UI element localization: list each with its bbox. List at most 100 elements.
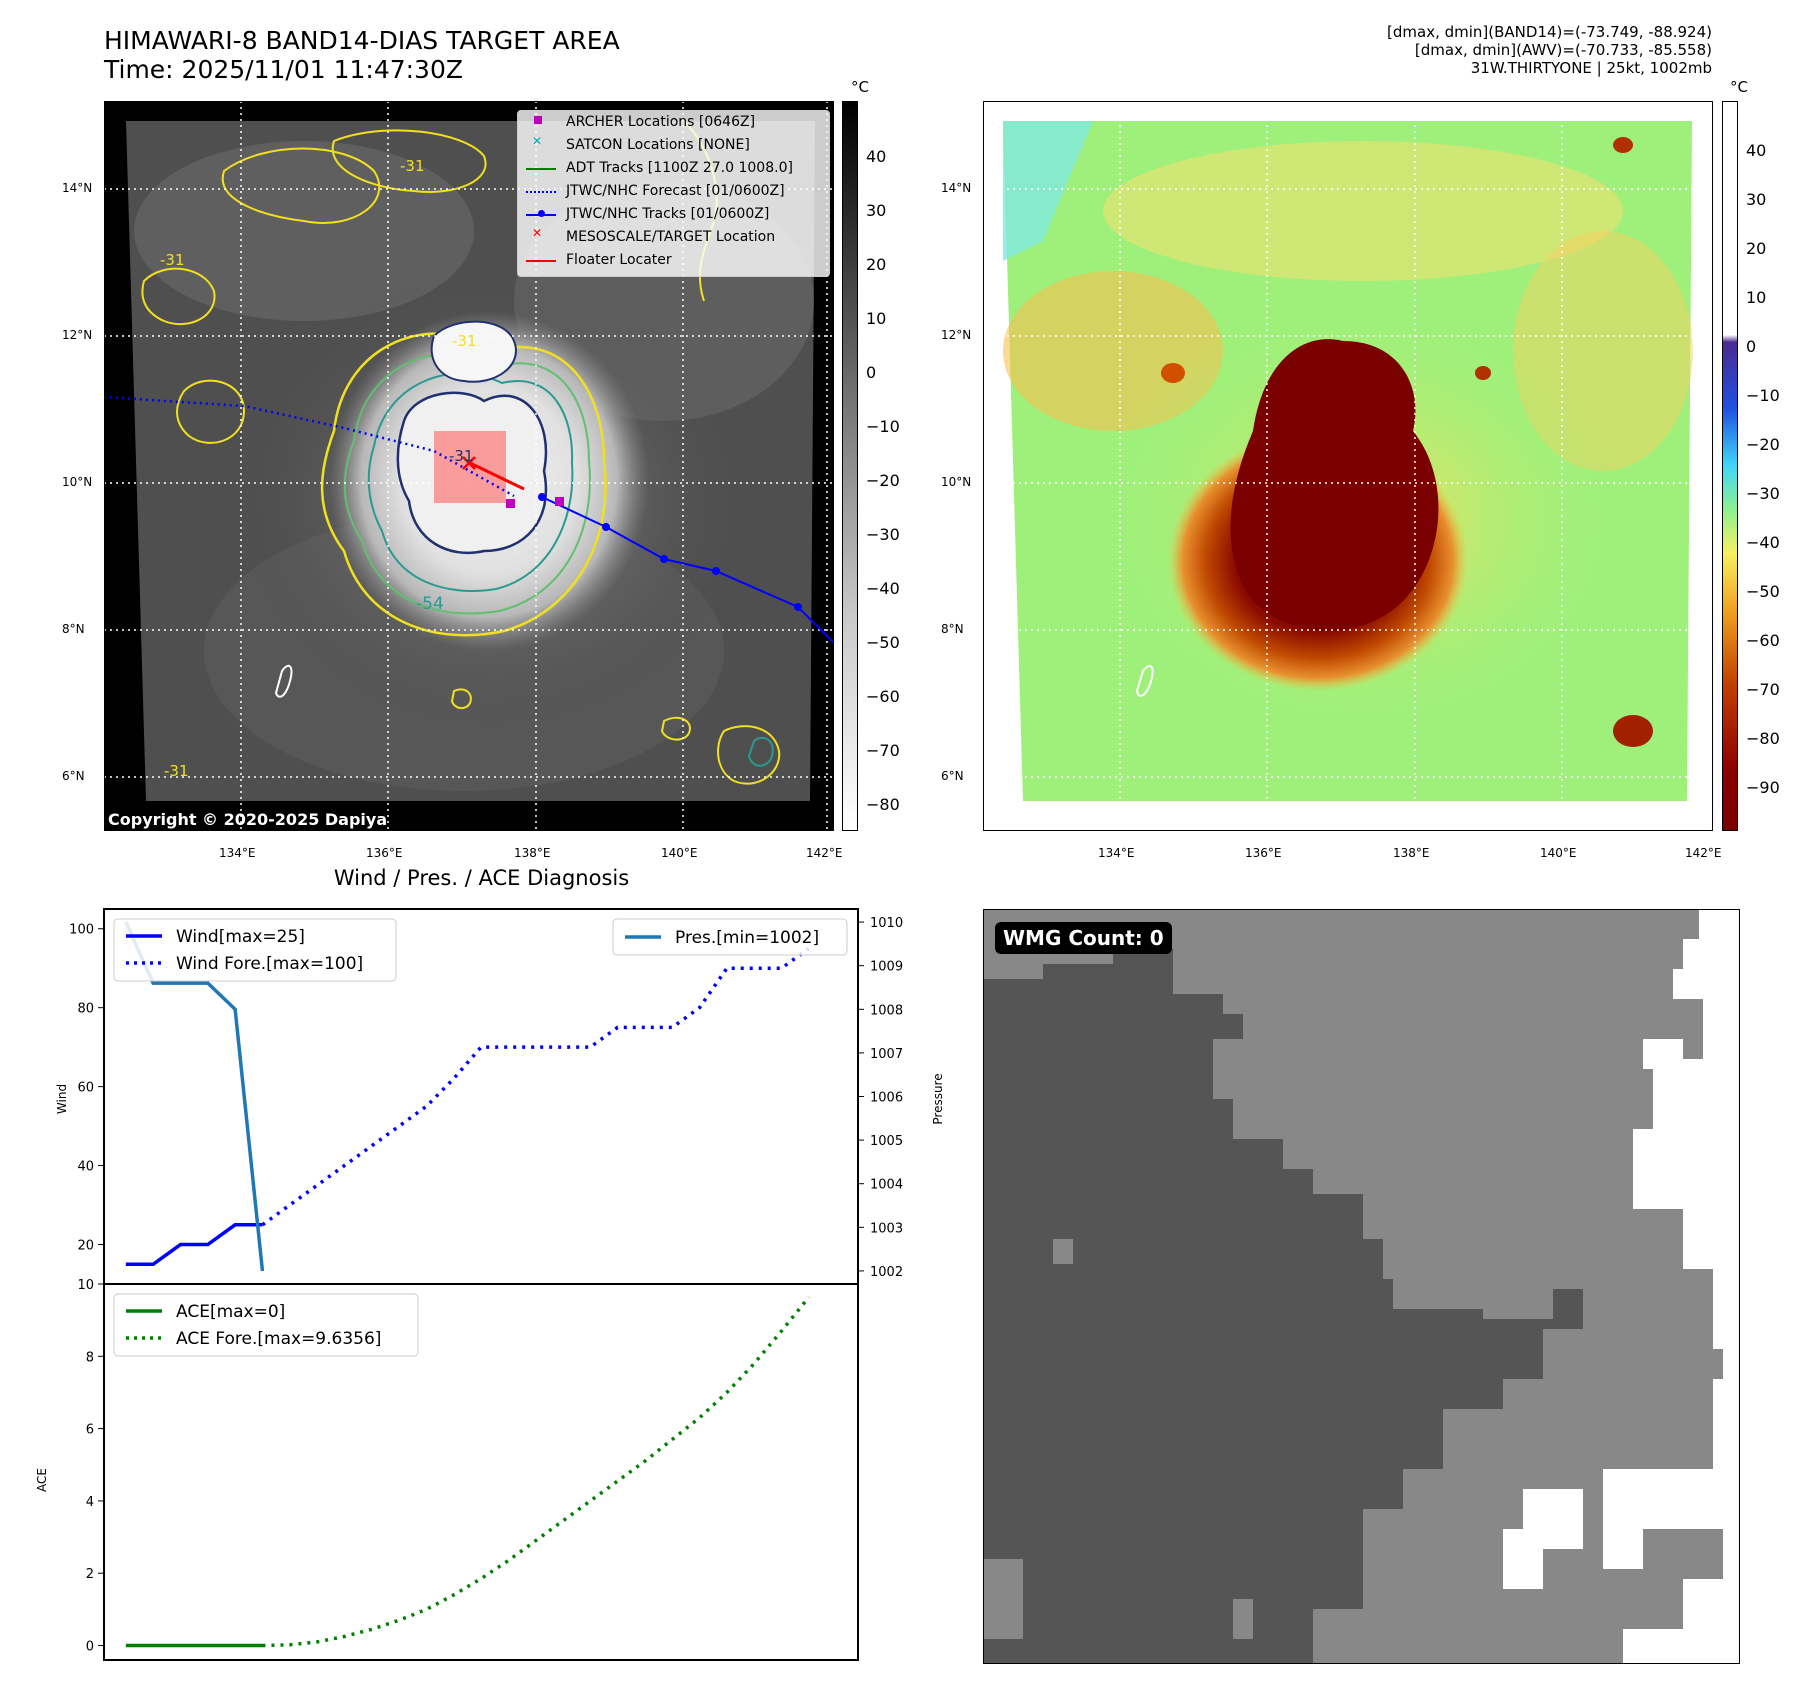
- awv-tick-m20: −20: [1746, 435, 1780, 454]
- ir-tick-m80: −80: [866, 795, 900, 814]
- pressure-tick-1009: 1009: [870, 960, 903, 975]
- contour-label-4: -31: [164, 762, 189, 780]
- awv-tick-0: 0: [1746, 337, 1757, 356]
- awv-lon-142: 142°E: [1685, 846, 1722, 860]
- ir-tick-m40: −40: [866, 579, 900, 598]
- ace-axis-label: ACE: [35, 1468, 49, 1492]
- wind-legend: Wind[max=25] Wind Fore.[max=100]: [113, 918, 397, 982]
- ir-tick-20: 20: [866, 255, 887, 274]
- awv-lat-6: 6°N: [941, 769, 964, 783]
- pressure-tick-1003: 1003: [870, 1221, 903, 1236]
- legend-wind: Wind[max=25]: [176, 927, 305, 947]
- awv-lat-12: 12°N: [941, 328, 972, 342]
- legend-forecast: JTWC/NHC Forecast [01/0600Z]: [566, 183, 785, 199]
- legend-target: MESOSCALE/TARGET Location: [566, 229, 776, 245]
- island-outline: [274, 664, 293, 698]
- awv-colorbar-ticks: 40 30 20 10 0 −10 −20 −30 −40 −50 −60 −7…: [1746, 101, 1796, 831]
- wind-line: [125, 1223, 263, 1267]
- awv-tick-m90: −90: [1746, 778, 1780, 797]
- contour-label-54: -54: [416, 594, 444, 614]
- legend-satcon-icon: ✕: [532, 134, 543, 148]
- contour-label-core: -31: [449, 447, 474, 465]
- contour-north-cell: [430, 320, 517, 383]
- contour-label-2: -31: [452, 332, 477, 350]
- wind-axis-label: Wind: [55, 1084, 69, 1114]
- pressure-axis-label: Pressure: [931, 1073, 945, 1124]
- target-location-marker: [462, 456, 476, 470]
- ir-lat-14: 14°N: [62, 181, 93, 195]
- awv-lat-10: 10°N: [941, 475, 972, 489]
- ace-legend: ACE[max=0] ACE Fore.[max=9.6356]: [113, 1293, 419, 1357]
- legend-target-icon: ✕: [532, 226, 543, 240]
- wind-tick-80: 80: [77, 1002, 94, 1017]
- legend-adt-icon: [526, 168, 556, 170]
- pressure-tick-1010: 1010: [870, 916, 903, 931]
- wmg-panel: [983, 909, 1740, 1664]
- pressure-tick-1004: 1004: [870, 1178, 903, 1193]
- contour-label-3: -31: [400, 157, 425, 175]
- ir-tick-40: 40: [866, 147, 887, 166]
- ace-tick-0: 0: [86, 1640, 94, 1655]
- pressure-tick-1006: 1006: [870, 1091, 903, 1106]
- diagnosis-chart: 1008060402010101009100810071006100510041…: [35, 908, 945, 1661]
- awv-tick-m60: −60: [1746, 631, 1780, 650]
- jtwc-forecast-track: [104, 395, 515, 498]
- wind-tick-20: 20: [77, 1239, 94, 1254]
- ir-tick-m30: −30: [866, 525, 900, 544]
- archer-location-marker-2: [555, 497, 564, 506]
- ace-tick-8: 8: [86, 1350, 94, 1365]
- ir-colorbar: [842, 101, 858, 831]
- legend-satcon: SATCON Locations [NONE]: [566, 137, 750, 153]
- awv-lon-140: 140°E: [1540, 846, 1577, 860]
- awv-tick-m10: −10: [1746, 386, 1780, 405]
- ir-tick-10: 10: [866, 309, 887, 328]
- wind-tick-40: 40: [77, 1160, 94, 1175]
- info-line-2: [dmax, dmin](AWV)=(-70.733, -85.558): [1414, 41, 1712, 59]
- contour-label-1: -31: [160, 251, 185, 269]
- ir-lon-142: 142°E: [806, 846, 843, 860]
- awv-panel: [983, 101, 1713, 831]
- pressure-tick-1005: 1005: [870, 1134, 903, 1149]
- title-line-2: Time: 2025/11/01 11:47:30Z: [104, 55, 463, 84]
- ir-legend: ARCHER Locations [0646Z] ✕ SATCON Locati…: [517, 110, 830, 277]
- ir-tick-m50: −50: [866, 633, 900, 652]
- awv-tick-10: 10: [1746, 288, 1767, 307]
- pressure-legend: Pres.[min=1002]: [612, 918, 848, 956]
- ir-lon-136: 136°E: [366, 846, 403, 860]
- legend-adt: ADT Tracks [1100Z 27.0 1008.0]: [566, 160, 793, 176]
- ace-tick-2: 2: [86, 1567, 94, 1582]
- ir-lat-10: 10°N: [62, 475, 93, 489]
- legend-ace: ACE[max=0]: [176, 1302, 285, 1322]
- awv-tick-30: 30: [1746, 190, 1767, 209]
- pressure-tick-1008: 1008: [870, 1003, 903, 1018]
- title-line-1: HIMAWARI-8 BAND14-DIAS TARGET AREA: [104, 26, 620, 55]
- wind-tick-60: 60: [77, 1081, 94, 1096]
- awv-lon-138: 138°E: [1393, 846, 1430, 860]
- ir-tick-0: 0: [866, 363, 877, 382]
- legend-wind-fore: Wind Fore.[max=100]: [176, 954, 363, 974]
- archer-location-marker: [506, 499, 515, 508]
- awv-tick-40: 40: [1746, 141, 1767, 160]
- awv-lon-136: 136°E: [1245, 846, 1282, 860]
- ir-lat-6: 6°N: [62, 769, 85, 783]
- ir-tick-m10: −10: [866, 417, 900, 436]
- awv-tick-m50: −50: [1746, 582, 1780, 601]
- pressure-tick-1002: 1002: [870, 1265, 903, 1280]
- wmg-dark-region: [983, 949, 1583, 1664]
- awv-tick-m30: −30: [1746, 484, 1780, 503]
- ace-tick-10: 10: [77, 1278, 94, 1293]
- legend-forecast-icon: [526, 191, 556, 193]
- awv-colorbar-unit: °C: [1730, 78, 1748, 96]
- ir-tick-m70: −70: [866, 741, 900, 760]
- figure-title: HIMAWARI-8 BAND14-DIAS TARGET AREA Time:…: [104, 26, 620, 84]
- jtwc-best-track: [541, 496, 834, 644]
- ir-lon-140: 140°E: [661, 846, 698, 860]
- awv-lon-134: 134°E: [1098, 846, 1135, 860]
- target-area-box: [434, 431, 506, 503]
- legend-archer-icon: [534, 116, 542, 124]
- ace-tick-6: 6: [86, 1423, 94, 1438]
- legend-floater: Floater Locater: [566, 252, 672, 268]
- copyright-text: Copyright © 2020-2025 Dapiya: [108, 810, 388, 829]
- ace-tick-4: 4: [86, 1495, 94, 1510]
- ir-lat-8: 8°N: [62, 622, 85, 636]
